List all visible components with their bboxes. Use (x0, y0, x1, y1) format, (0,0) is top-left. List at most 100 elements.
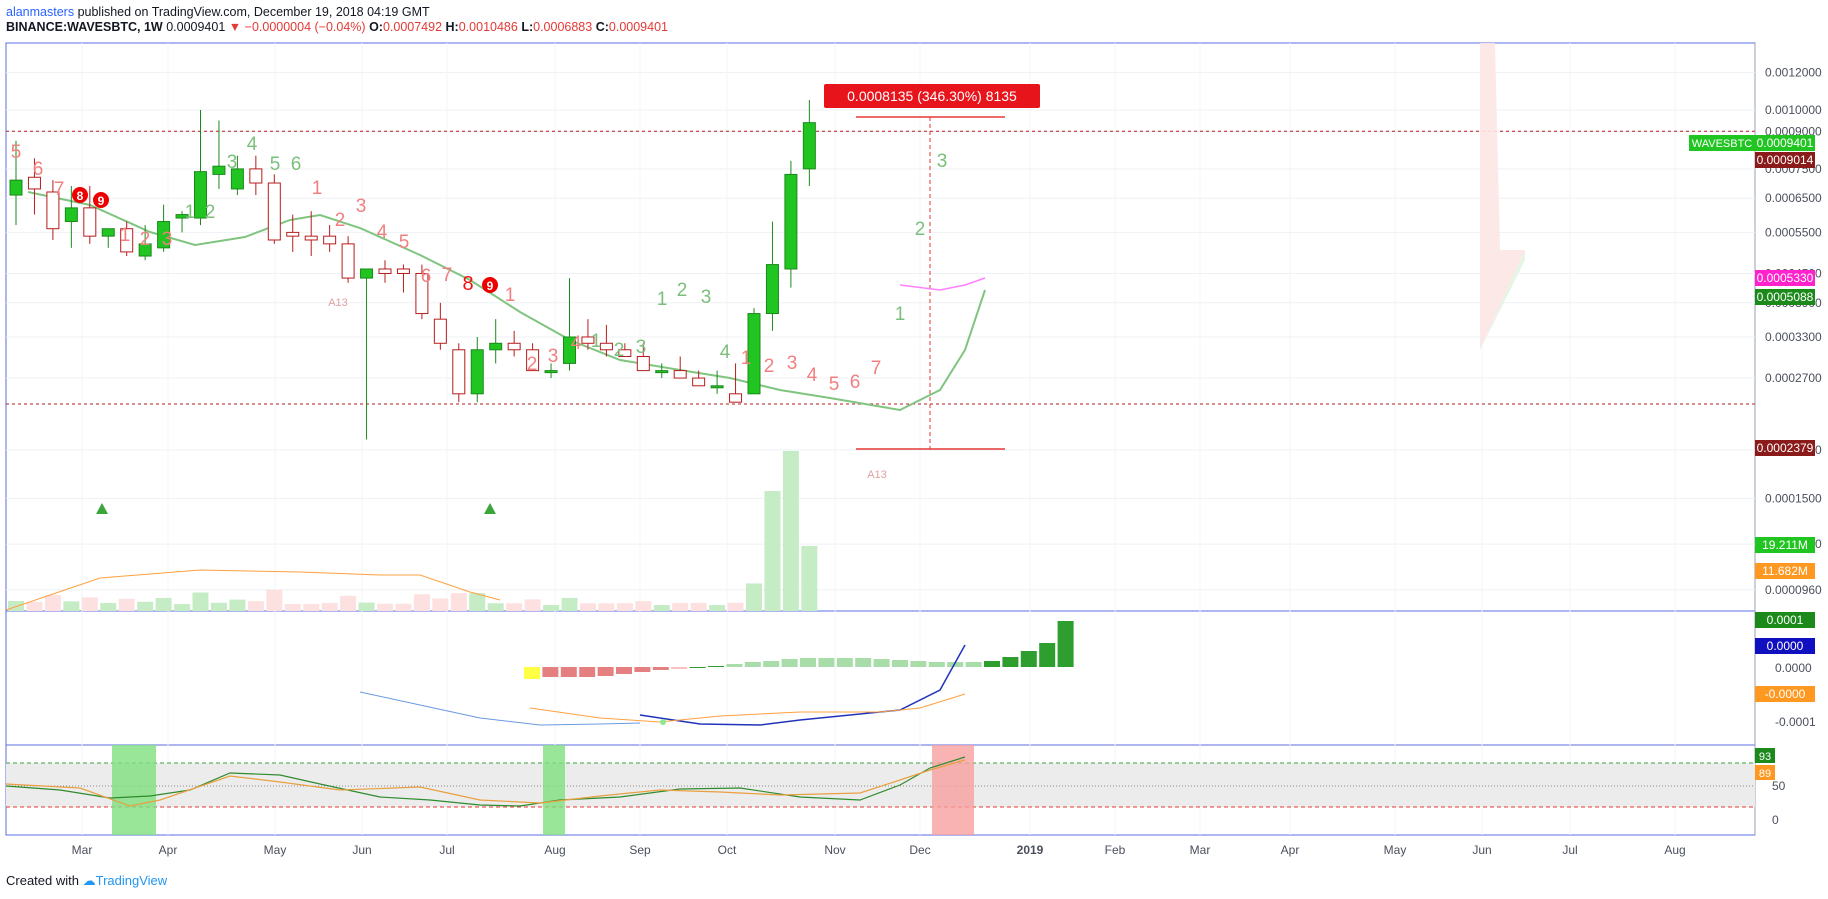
volume-bar (616, 603, 633, 611)
candle[interactable] (120, 221, 134, 257)
td-down-count: 5 (829, 374, 840, 395)
candle[interactable] (194, 110, 207, 226)
volume-bar (579, 603, 596, 611)
candle-body (304, 235, 318, 241)
candle[interactable] (673, 356, 687, 379)
candle[interactable] (83, 185, 97, 244)
candle[interactable] (636, 343, 650, 372)
author-link[interactable]: alanmasters (6, 5, 75, 19)
volume-tag-bg (1755, 537, 1815, 553)
macd-histogram-bar (836, 658, 853, 667)
td-count-number: 8 (77, 189, 84, 203)
candle[interactable] (286, 214, 300, 252)
macd-histogram-bar (800, 658, 816, 667)
candle[interactable] (563, 278, 576, 371)
macd-histogram-bar (524, 667, 540, 679)
last-price-tag-text: 0.0009401 (1757, 136, 1814, 150)
candle[interactable] (599, 324, 613, 357)
candle[interactable] (27, 158, 41, 215)
measure-label: 0.0008135 (346.30%) 8135 (847, 88, 1017, 104)
candle-body (157, 221, 171, 249)
candle[interactable] (692, 370, 706, 387)
candle[interactable] (341, 236, 355, 283)
candle[interactable] (470, 336, 484, 403)
candle-body (729, 393, 743, 403)
candle[interactable] (526, 343, 540, 372)
candle[interactable] (489, 319, 503, 364)
td-up-count: 4 (720, 342, 731, 363)
volume-bar (192, 592, 209, 611)
td-up-count: 2 (205, 202, 216, 223)
volume-bar (155, 597, 172, 611)
candle[interactable] (581, 319, 595, 350)
support-tag-bg (1755, 440, 1815, 456)
candle[interactable] (304, 211, 318, 257)
candle-body (507, 342, 521, 351)
candle[interactable] (157, 204, 171, 252)
candle[interactable] (64, 185, 78, 248)
macd-signal-tag-bg (1755, 686, 1815, 702)
td-up-count: 6 (291, 154, 302, 175)
macd-histogram-bar (1039, 643, 1056, 667)
candle[interactable] (415, 264, 429, 320)
candle[interactable] (230, 155, 244, 196)
candle[interactable] (802, 100, 816, 186)
rsi-tag-text: 93 (1759, 751, 1771, 763)
rsi-tick-label: 0 (1772, 813, 1779, 827)
candle[interactable] (212, 120, 226, 189)
candle[interactable] (433, 302, 447, 350)
cross-marker-icon (660, 719, 666, 725)
candle[interactable] (507, 330, 521, 357)
tradingview-link[interactable]: TradingView (95, 873, 168, 888)
candle[interactable] (101, 228, 115, 248)
projection-shape (1480, 43, 1525, 350)
macd-histogram-bar (965, 662, 982, 667)
a13-annotation: A13 (328, 297, 348, 309)
candle[interactable] (544, 363, 558, 379)
volume-bar (118, 598, 135, 611)
macd-histogram-bar (634, 667, 651, 672)
down-arrow-icon: ▼ (228, 20, 242, 34)
macd-tick-label: -0.0001 (1775, 715, 1816, 729)
candle[interactable] (618, 343, 632, 357)
candle[interactable] (9, 140, 23, 226)
volume-bar (8, 600, 24, 611)
candle[interactable] (267, 174, 281, 244)
measure-tool[interactable]: 0.0008135 (346.30%) 8135 (824, 84, 1040, 108)
macd-line-faded (359, 691, 641, 726)
x-tick-label: Aug (1664, 843, 1685, 857)
candle-body (83, 207, 97, 237)
candle[interactable] (249, 155, 263, 196)
candle[interactable] (729, 363, 743, 403)
volume-bar (782, 451, 799, 611)
candle[interactable] (747, 308, 761, 395)
candle[interactable] (360, 268, 374, 440)
candle-body (563, 336, 576, 364)
candle[interactable] (655, 363, 669, 379)
td-up-count: 1 (657, 289, 668, 310)
candle[interactable] (784, 160, 798, 288)
volume-bar (395, 603, 412, 611)
candle[interactable] (396, 264, 410, 293)
volume-bar (26, 601, 43, 611)
candle-body (415, 272, 429, 315)
candle[interactable] (378, 260, 392, 283)
ohlc-line: BINANCE:WAVESBTC, 1W 0.0009401 ▼ −0.0000… (6, 20, 668, 34)
candle[interactable] (765, 221, 779, 331)
candle-body (101, 228, 115, 237)
candle[interactable] (452, 343, 466, 403)
candle[interactable] (46, 180, 60, 240)
candle[interactable] (175, 211, 189, 233)
candle[interactable] (710, 370, 724, 394)
td-down-count: 7 (442, 265, 453, 286)
macd-line-tag-text: 0.0000 (1767, 639, 1804, 653)
candle[interactable] (138, 225, 152, 261)
macd-histogram-bar (984, 661, 1000, 667)
ma-green-tag-bg (1755, 289, 1815, 305)
x-tick-label: Jul (1562, 843, 1577, 857)
candle-body (323, 235, 337, 245)
candle[interactable] (323, 225, 337, 252)
volume-bar (764, 491, 781, 611)
td-up-count: 4 (247, 134, 258, 155)
